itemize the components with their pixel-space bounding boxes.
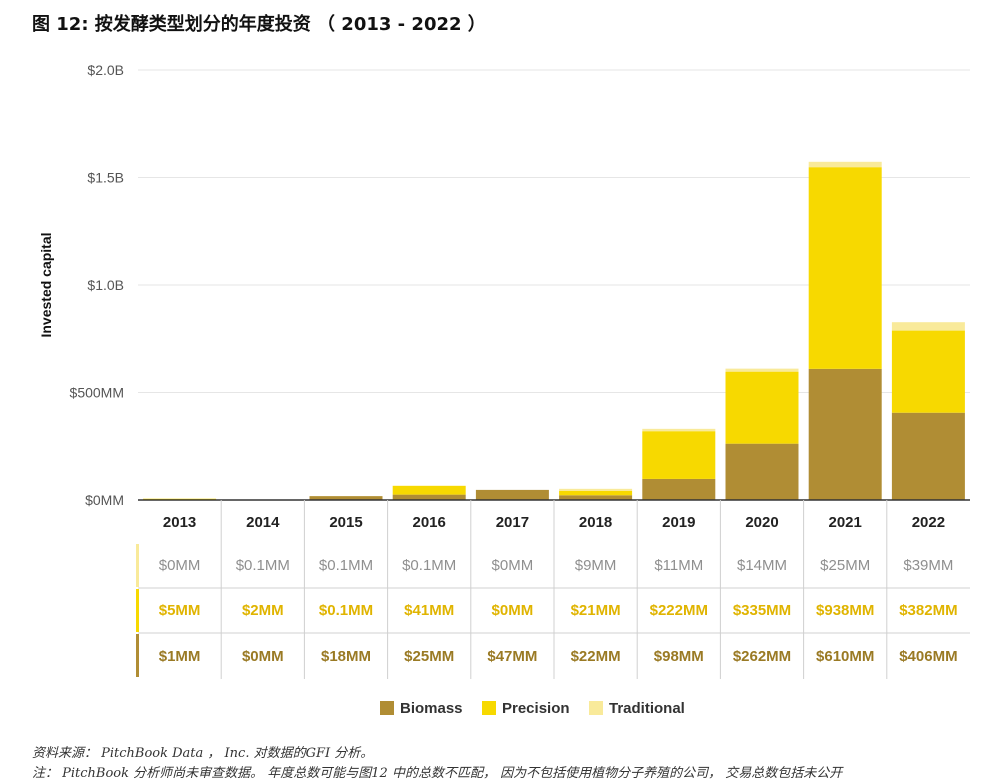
bar-traditional-2021 [809, 162, 882, 167]
bar-precision-2018 [559, 491, 632, 496]
bars [143, 162, 965, 500]
table-cell-precision: $41MM [404, 602, 454, 619]
legend: Biomass Precision Traditional [380, 700, 685, 717]
table-cell-precision: $0.1MM [319, 602, 373, 619]
bar-precision-2022 [892, 331, 965, 413]
y-tick-label: $1.5B [87, 170, 124, 186]
table-cell-precision: $5MM [159, 602, 201, 619]
x-tick-label: 2013 [163, 514, 196, 531]
table-cell-precision: $335MM [733, 602, 791, 619]
data-table: 2013 2014 2015 2016 2017 2018 2019 2020 2021 2022… [136, 500, 970, 679]
x-tick-label: 2016 [413, 514, 446, 531]
legend-label-traditional: Traditional [609, 700, 685, 717]
x-tick-label: 2014 [246, 514, 280, 531]
bar-traditional-2018 [559, 489, 632, 491]
bar-precision-2021 [809, 167, 882, 369]
x-tick-label: 2018 [579, 514, 612, 531]
y-tick-label: $2.0B [87, 62, 124, 78]
y-tick-label: $0MM [85, 492, 124, 508]
table-cell-biomass: $0MM [242, 648, 284, 665]
table-cell-traditional: $0.1MM [236, 557, 290, 574]
table-row-marker-biomass [136, 634, 139, 677]
bar-biomass-2016 [393, 495, 466, 500]
table-cell-biomass: $47MM [487, 648, 537, 665]
bar-precision-2020 [726, 372, 799, 444]
table-cell-biomass: $406MM [899, 648, 957, 665]
table-cell-traditional: $39MM [903, 557, 953, 574]
table-cell-biomass: $25MM [404, 648, 454, 665]
table-cell-traditional: $25MM [820, 557, 870, 574]
table-cell-traditional: $0.1MM [402, 557, 456, 574]
table-cell-traditional: $11MM [654, 557, 703, 574]
table-cell-biomass: $1MM [159, 648, 201, 665]
legend-label-biomass: Biomass [400, 700, 463, 717]
source-note: 资料来源： PitchBook Data ， Inc. 对数据的GFI 分析。 [32, 742, 373, 761]
bar-biomass-2017 [476, 490, 549, 500]
table-cell-traditional: $0MM [159, 557, 201, 574]
table-cell-traditional: $0.1MM [319, 557, 373, 574]
table-cell-precision: $0MM [492, 602, 534, 619]
bar-precision-2016 [393, 486, 466, 495]
bar-traditional-2022 [892, 322, 965, 330]
x-tick-label: 2015 [329, 514, 362, 531]
x-tick-label: 2017 [496, 514, 529, 531]
footnote: 注： PitchBook 分析师尚未审查数据。 年度总数可能与图12 中的总数不… [32, 762, 982, 781]
x-tick-label: 2020 [745, 514, 778, 531]
bar-precision-2019 [642, 431, 715, 479]
legend-label-precision: Precision [502, 700, 570, 717]
table-cell-traditional: $14MM [737, 557, 787, 574]
table-cell-precision: $938MM [816, 602, 874, 619]
bar-biomass-2021 [809, 369, 882, 500]
x-tick-label: 2022 [912, 514, 945, 531]
table-cell-biomass: $610MM [816, 648, 874, 665]
table-cell-precision: $21MM [571, 602, 621, 619]
table-cell-biomass: $22MM [571, 648, 621, 665]
y-axis-label: Invested capital [38, 232, 54, 337]
x-tick-label: 2021 [829, 514, 862, 531]
table-cell-precision: $2MM [242, 602, 284, 619]
table-cell-traditional: $9MM [575, 557, 617, 574]
bar-traditional-2020 [726, 369, 799, 372]
bar-biomass-2019 [642, 479, 715, 500]
legend-swatch-traditional [589, 701, 603, 715]
x-tick-label: 2019 [662, 514, 695, 531]
bar-biomass-2022 [892, 413, 965, 500]
bar-biomass-2020 [726, 444, 799, 500]
table-cell-traditional: $0MM [492, 557, 534, 574]
table-row-marker-precision [136, 589, 139, 632]
table-cell-biomass: $98MM [654, 648, 704, 665]
table-cell-precision: $222MM [650, 602, 708, 619]
y-tick-label: $1.0B [87, 277, 124, 293]
table-cell-precision: $382MM [899, 602, 957, 619]
table-cell-biomass: $18MM [321, 648, 371, 665]
legend-swatch-precision [482, 701, 496, 715]
table-row-marker-traditional [136, 544, 139, 587]
legend-swatch-biomass [380, 701, 394, 715]
y-tick-label: $500MM [70, 385, 124, 401]
bar-traditional-2019 [642, 429, 715, 431]
table-cell-biomass: $262MM [733, 648, 791, 665]
y-axis-ticks: $0MM $500MM $1.0B $1.5B $2.0B [70, 62, 124, 508]
